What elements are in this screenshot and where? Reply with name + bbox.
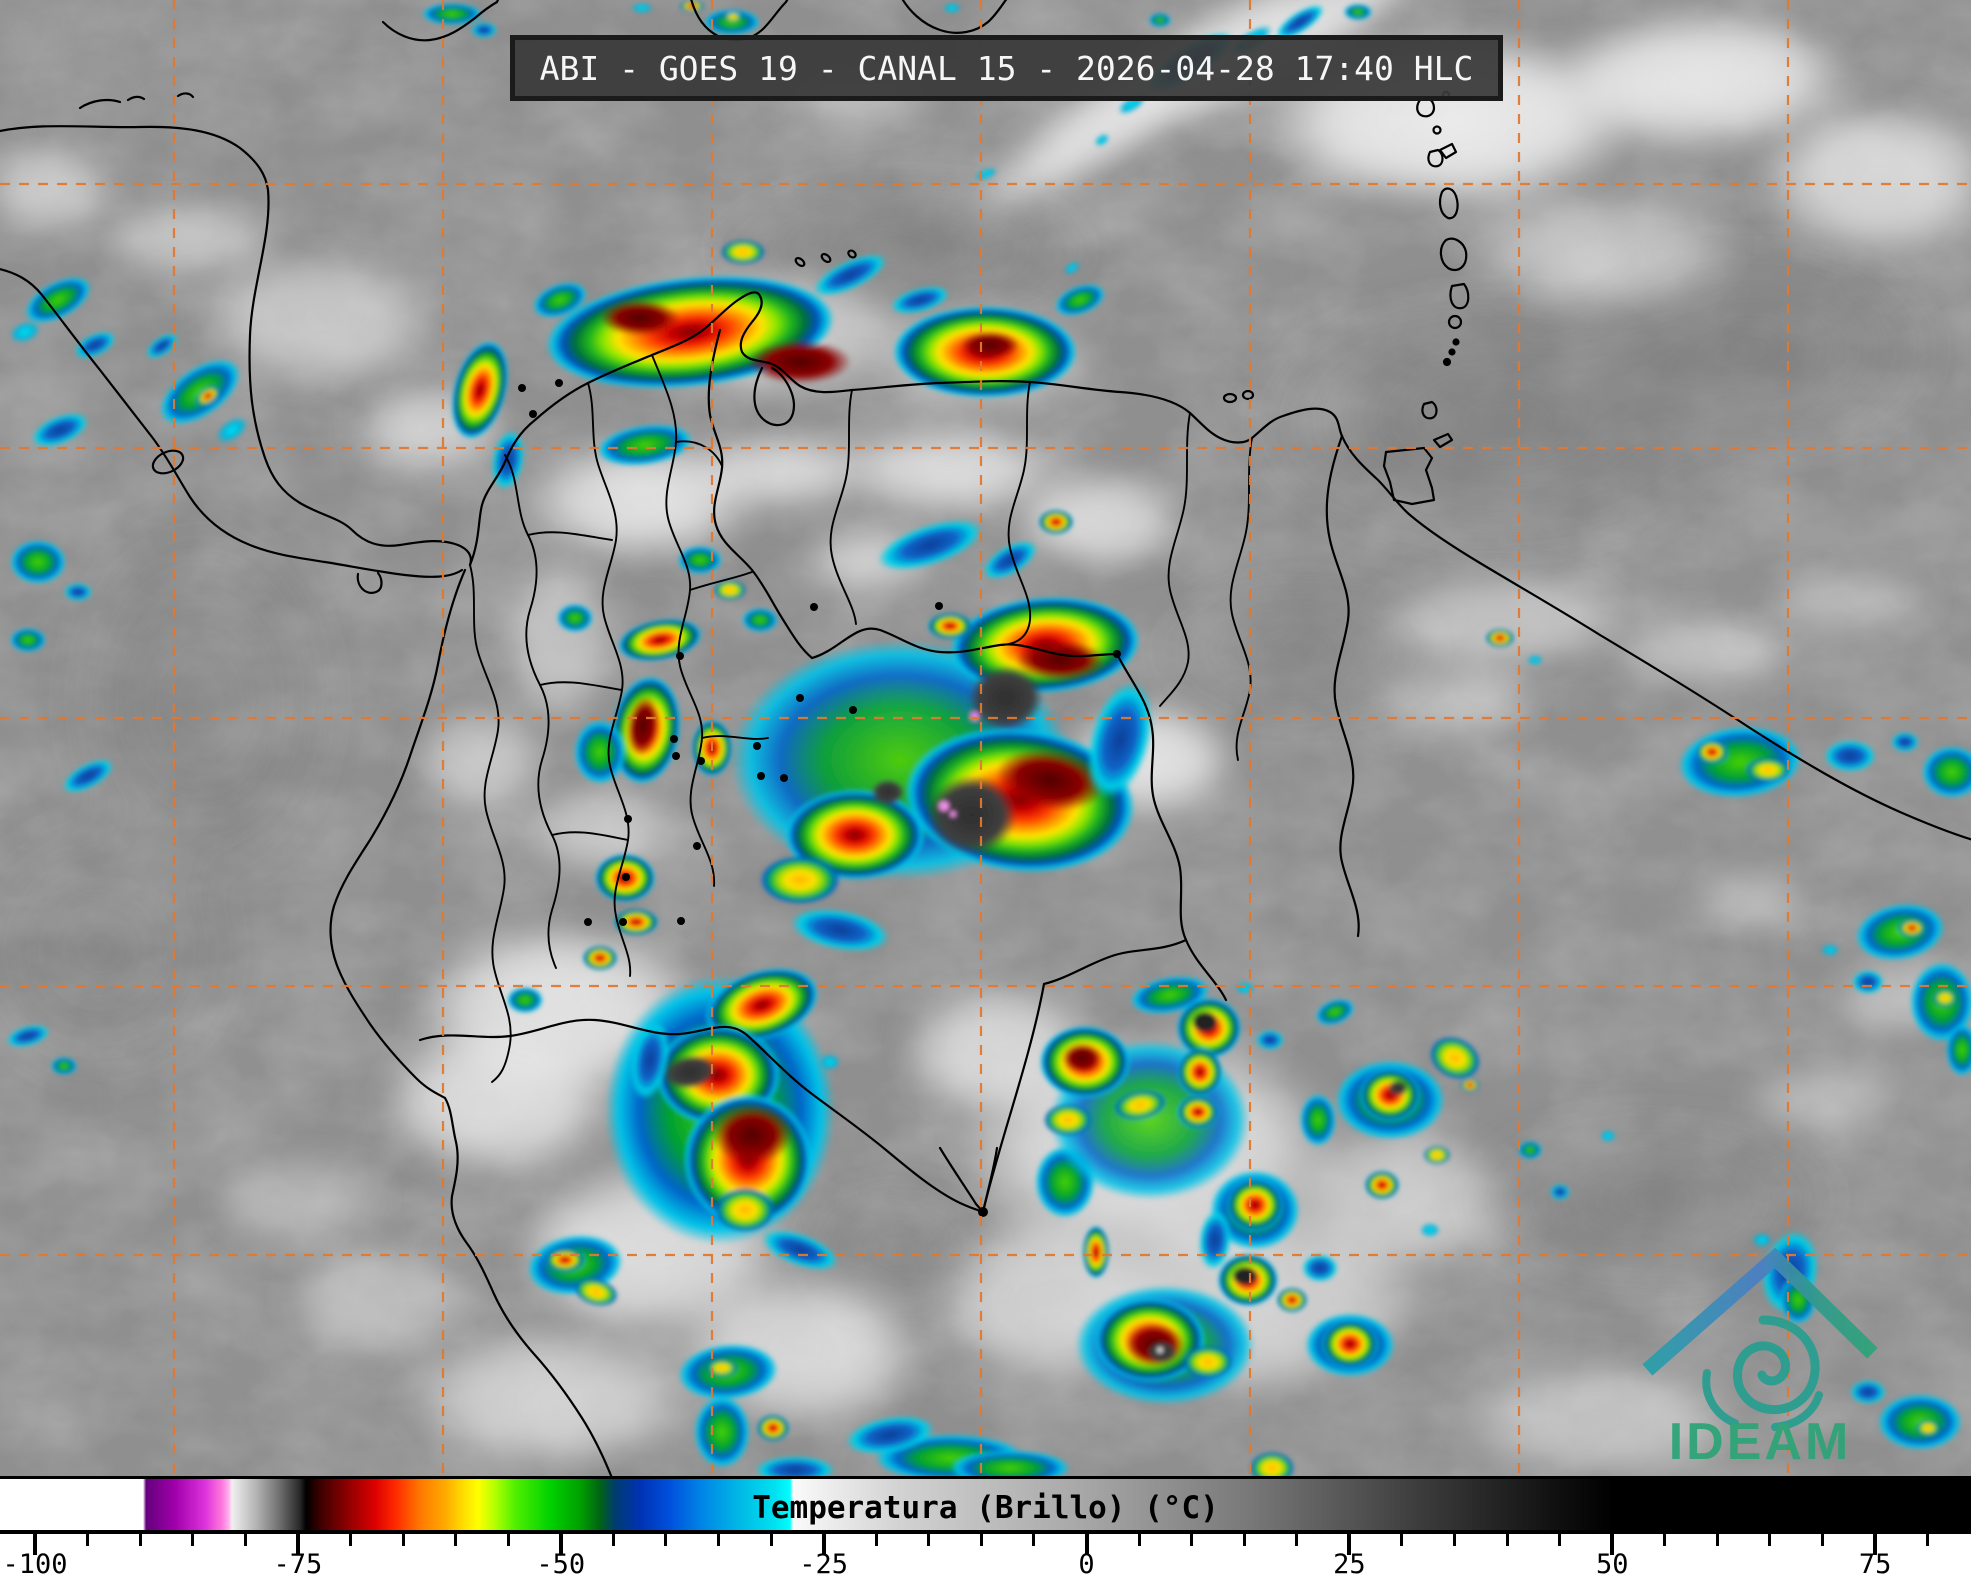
colorbar-tick <box>1137 1534 1141 1546</box>
colorbar-tick <box>1400 1534 1404 1546</box>
colorbar-axis: -100 -75 -50 -25 0 25 50 75 <box>0 1534 1971 1577</box>
convection-cells <box>6 0 1971 1476</box>
colorbar-tick <box>558 1534 563 1555</box>
colorbar-tick <box>1663 1534 1667 1546</box>
colorbar-tick <box>1715 1534 1719 1546</box>
colorbar-tick <box>454 1534 458 1546</box>
colorbar-tick <box>138 1534 142 1546</box>
colorbar-tick <box>33 1534 37 1555</box>
title-text: ABI - GOES 19 - CANAL 15 - 2026-04-28 17… <box>539 48 1474 88</box>
title-bar: ABI - GOES 19 - CANAL 15 - 2026-04-28 17… <box>510 35 1503 101</box>
colorbar-tick <box>1610 1534 1615 1555</box>
colorbar-tick <box>243 1534 247 1546</box>
colorbar-tick <box>874 1534 878 1546</box>
colorbar-tick <box>821 1534 826 1555</box>
colorbar-tick <box>506 1534 510 1546</box>
colorbar-tick <box>716 1534 720 1546</box>
colorbar-tick <box>1084 1534 1089 1555</box>
colorbar-tick-label: 75 <box>1858 1549 1892 1577</box>
colorbar-tick <box>1347 1534 1352 1555</box>
city-markers <box>518 379 1121 1217</box>
colorbar-tick <box>1295 1534 1299 1546</box>
ideam-spiral-arm-icon <box>1702 1369 1823 1431</box>
ideam-spiral-icon <box>1733 1315 1820 1415</box>
colorbar-tick <box>1926 1534 1930 1546</box>
ideam-logo-text: IDEAM <box>1669 1413 1852 1471</box>
colorbar-tick <box>1768 1534 1772 1546</box>
colorbar-tick <box>1873 1534 1878 1555</box>
colorbar-tick <box>979 1534 983 1546</box>
colorbar-tick <box>1242 1534 1246 1546</box>
satellite-map: IDEAM <box>0 0 1971 1476</box>
colorbar-tick <box>401 1534 405 1546</box>
colorbar-tick <box>1558 1534 1562 1546</box>
colorbar-tick <box>86 1534 90 1546</box>
colorbar-tick <box>1190 1534 1194 1546</box>
colorbar-tick <box>927 1534 931 1546</box>
colorbar-label: Temperatura (Brillo) (°C) <box>752 1490 1219 1526</box>
colorbar-tick <box>611 1534 615 1546</box>
colorbar-tick-label: -100 <box>2 1549 68 1577</box>
colorbar-tick-label: -50 <box>536 1549 586 1577</box>
colorbar-tick-label: 25 <box>1333 1549 1366 1577</box>
colorbar-gradient: Temperatura (Brillo) (°C) <box>0 1476 1971 1534</box>
colorbar-tick <box>664 1534 668 1546</box>
colorbar-tick <box>1505 1534 1509 1546</box>
colorbar-tick <box>191 1534 195 1546</box>
colorbar-tick-label: -75 <box>273 1549 323 1577</box>
colorbar-tick-label: 50 <box>1595 1549 1629 1577</box>
colorbar-tick-label: -25 <box>799 1549 849 1577</box>
graticule <box>0 0 1971 1476</box>
colorbar-tick <box>348 1534 352 1546</box>
colorbar-tick-label: 0 <box>1078 1549 1095 1577</box>
colorbar-tick <box>295 1534 300 1555</box>
colorbar-tick <box>1821 1534 1825 1546</box>
colorbar: Temperatura (Brillo) (°C) -100 -75 -50 -25 0… <box>0 1476 1971 1577</box>
colorbar-tick <box>769 1534 773 1546</box>
ideam-mountain-icon <box>1642 1247 1878 1376</box>
ideam-logo: IDEAM <box>1642 1247 1878 1471</box>
colorbar-tick <box>1453 1534 1457 1546</box>
colorbar-tick <box>1032 1534 1036 1546</box>
